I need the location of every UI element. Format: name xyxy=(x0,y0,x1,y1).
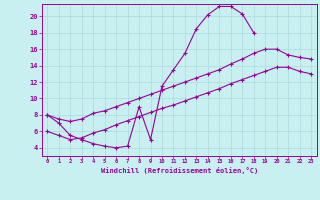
X-axis label: Windchill (Refroidissement éolien,°C): Windchill (Refroidissement éolien,°C) xyxy=(100,167,258,174)
